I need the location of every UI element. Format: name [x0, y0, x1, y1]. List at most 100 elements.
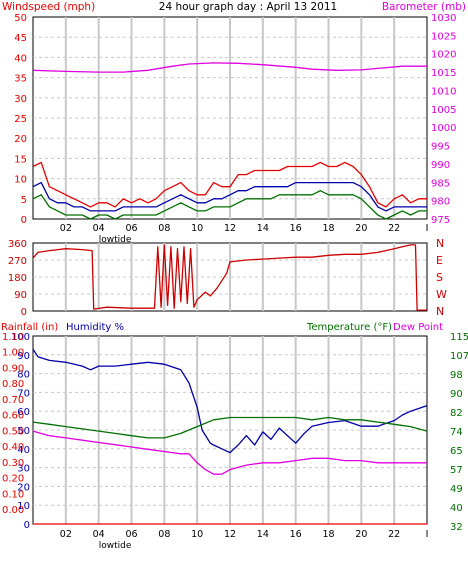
wind-x-tick-label: 22 — [388, 223, 400, 234]
wind-x-tick-label: 16 — [290, 223, 302, 234]
rainfall-y-tick-label: 0.40 — [2, 442, 24, 453]
temp-lowtide-label: lowtide — [99, 541, 132, 551]
windspeed-y-tick-label: 15 — [14, 154, 27, 165]
temp-x-tick-label: 12 — [224, 529, 236, 540]
rainfall-y-tick-label: 0.60 — [2, 411, 24, 422]
temperature-y-tick-label: 40 — [450, 503, 463, 514]
wind-series-line-2 — [32, 181, 427, 212]
direction-y-tick-label: 360 — [8, 239, 27, 250]
temperature-y-tick-label: 82 — [450, 408, 463, 419]
windspeed-y-tick-label: 35 — [14, 74, 27, 85]
direction-y-tick-label: 90 — [14, 290, 27, 301]
humidity-y-tick-label: 40 — [17, 445, 30, 456]
barometer-y-tick-label: 1030 — [431, 13, 456, 24]
compass-label: W — [436, 288, 447, 301]
wind-series-line-0 — [32, 62, 427, 73]
windspeed-y-tick-label: 20 — [14, 134, 27, 145]
barometer-y-tick-label: 1020 — [431, 50, 456, 61]
direction-series-line-0 — [32, 244, 427, 311]
direction-y-tick-label: 180 — [8, 273, 27, 284]
barometer-y-tick-label: 985 — [431, 178, 450, 189]
humidity-y-tick-label: 90 — [17, 351, 30, 362]
barometer-y-tick-label: 1025 — [431, 31, 456, 42]
rainfall-y-tick-label: 1.10 — [2, 332, 24, 343]
temperature-axis-label: Temperature (°F) — [306, 322, 392, 333]
temp-x-tick-label: 10 — [191, 529, 203, 540]
wind-x-tick-label: 20 — [355, 223, 367, 234]
barometer-axis-label: Barometer (mb) — [382, 1, 466, 13]
temp-x-tick-label: 14 — [257, 529, 269, 540]
wind-x-tick-label: 02 — [60, 223, 72, 234]
temp-series-line-0 — [32, 348, 428, 454]
windspeed-y-tick-label: 30 — [14, 94, 27, 105]
wind-x-tick-label: 18 — [322, 223, 334, 234]
wind-x-tick-label: 08 — [158, 223, 170, 234]
temperature-y-tick-label: 32 — [450, 522, 463, 533]
windspeed-y-tick-label: 45 — [14, 33, 27, 44]
temp-x-tick-label: 08 — [158, 529, 170, 540]
temperature-y-tick-label: 65 — [450, 446, 463, 457]
direction-y-tick-label: 0 — [21, 307, 27, 318]
rainfall-y-tick-label: 0.30 — [2, 458, 24, 469]
temp-x-tick-label: 04 — [93, 529, 105, 540]
humidity-y-tick-label: 50 — [17, 426, 30, 437]
windspeed-y-tick-label: 40 — [14, 53, 27, 64]
windspeed-y-tick-label: 0 — [21, 215, 27, 226]
temp-x-tick-label: 18 — [322, 529, 334, 540]
temperature-y-tick-label: 98 — [450, 370, 463, 381]
wind-x-end-tick: I — [426, 223, 429, 234]
temperature-y-tick-label: 57 — [450, 465, 463, 476]
windspeed-y-tick-label: 50 — [14, 13, 27, 24]
temp-x-tick-label: 06 — [125, 529, 137, 540]
barometer-y-tick-label: 990 — [431, 160, 450, 171]
rainfall-y-tick-label: 0.50 — [2, 426, 24, 437]
temperature-y-tick-label: 90 — [450, 389, 463, 400]
humidity-y-tick-label: 60 — [17, 407, 30, 418]
windspeed-y-tick-label: 10 — [14, 175, 27, 186]
wind-x-tick-label: 04 — [93, 223, 105, 234]
humidity-y-tick-label: 20 — [17, 482, 30, 493]
compass-label: S — [436, 271, 443, 284]
barometer-y-tick-label: 1000 — [431, 123, 456, 134]
temperature-y-tick-label: 107 — [450, 351, 468, 362]
wind-x-tick-label: 10 — [191, 223, 203, 234]
wind-series-line-3 — [32, 190, 427, 220]
temperature-y-tick-label: 49 — [450, 484, 463, 495]
wind-series-line-1 — [32, 161, 427, 208]
wind-x-tick-label: 12 — [224, 223, 236, 234]
temp-x-tick-label: 02 — [60, 529, 72, 540]
rainfall-y-tick-label: 0.20 — [2, 474, 24, 485]
rainfall-y-tick-label: 0.90 — [2, 363, 24, 374]
graph-title: 24 hour graph day : April 13 2011 — [159, 1, 337, 13]
dewpoint-axis-label: Dew Point — [393, 322, 443, 333]
rainfall-y-tick-label: 0.70 — [2, 395, 24, 406]
temp-series-line-1 — [32, 416, 428, 439]
humidity-y-tick-label: 30 — [17, 464, 30, 475]
rainfall-y-tick-label: 0.80 — [2, 379, 24, 390]
humidity-y-tick-label: 80 — [17, 370, 30, 381]
barometer-y-tick-label: 975 — [431, 215, 450, 226]
barometer-y-tick-label: 1005 — [431, 105, 456, 116]
compass-label: N — [436, 305, 444, 318]
rainfall-y-tick-label: 1.00 — [2, 348, 24, 359]
compass-label: E — [436, 254, 443, 267]
rainfall-y-tick-label: 0.10 — [2, 489, 24, 500]
temperature-y-tick-label: 74 — [450, 427, 463, 438]
wind-x-tick-label: 06 — [125, 223, 137, 234]
rainfall-axis-label: Rainfall (in) — [1, 322, 58, 333]
humidity-y-tick-label: 100 — [11, 332, 30, 343]
wind-x-tick-label: 14 — [257, 223, 269, 234]
barometer-y-tick-label: 1015 — [431, 68, 456, 79]
humidity-y-tick-label: 10 — [17, 501, 30, 512]
temp-series-line-2 — [32, 430, 427, 475]
barometer-y-tick-label: 980 — [431, 197, 450, 208]
temp-x-tick-label: 20 — [355, 529, 367, 540]
rainfall-y-tick-label: 0.00 — [2, 505, 24, 516]
humidity-y-tick-label: 0 — [24, 520, 30, 531]
compass-label: N — [436, 237, 444, 250]
temp-x-tick-label: 22 — [388, 529, 400, 540]
windspeed-y-tick-label: 25 — [14, 114, 27, 125]
temp-x-end-tick: I — [426, 529, 429, 540]
